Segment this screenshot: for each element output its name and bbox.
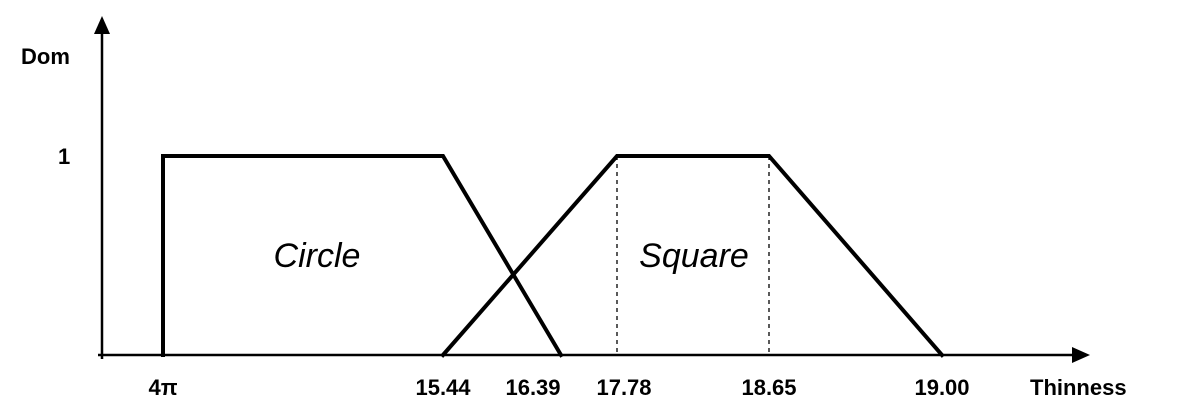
y-axis-title: Dom: [21, 44, 70, 69]
x-tick-17-78: 17.78: [596, 375, 651, 400]
y-tick-1: 1: [58, 144, 70, 169]
x-tick-4pi: 4π: [148, 375, 177, 400]
series-circle-line: [161, 154, 564, 358]
x-tick-16-39: 16.39: [505, 375, 560, 400]
series-circle-label: Circle: [274, 237, 361, 275]
x-axis-arrowhead: [1072, 347, 1090, 363]
x-axis-title: Thinness: [1030, 375, 1127, 400]
x-tick-15-44: 15.44: [415, 375, 471, 400]
y-axis-arrowhead: [94, 16, 110, 34]
series-square-line: [440, 154, 945, 358]
x-tick-19-00: 19.00: [914, 375, 969, 400]
series-square-label: Square: [639, 237, 749, 275]
x-tick-18-65: 18.65: [741, 375, 796, 400]
